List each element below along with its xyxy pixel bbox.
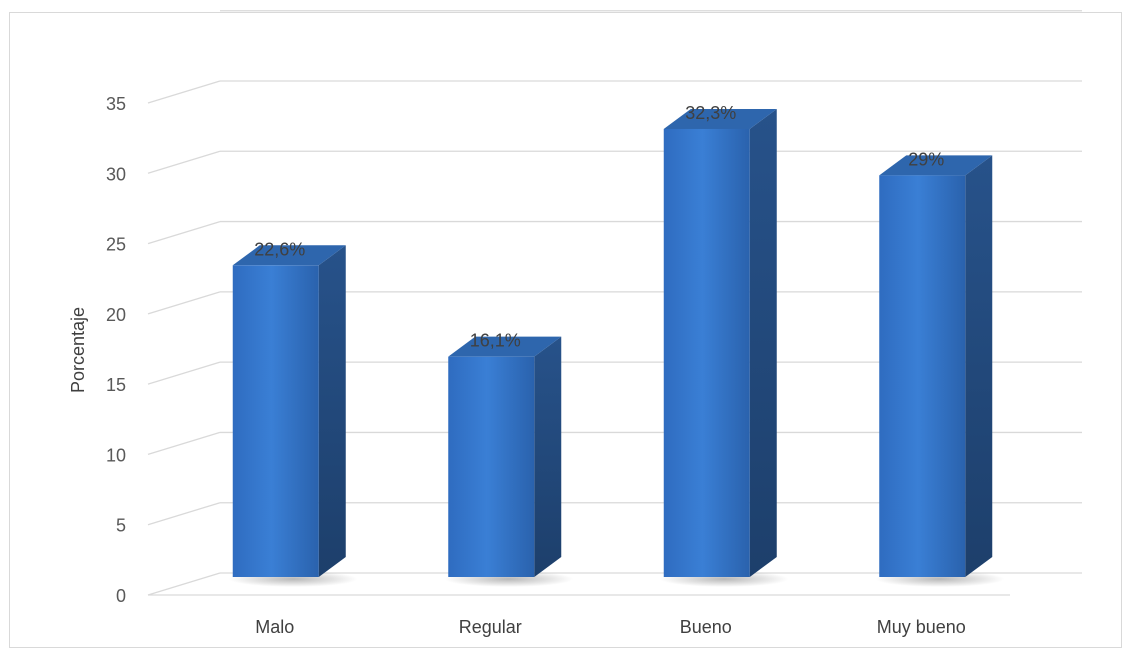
bar [663, 128, 750, 577]
data-label: 22,6% [254, 239, 305, 259]
bar [879, 175, 966, 578]
gridline-diagonal [147, 572, 221, 596]
gridline-diagonal [147, 220, 221, 245]
data-label: 16,1% [470, 331, 521, 351]
data-label: 32,3% [685, 103, 736, 123]
bar-side [749, 108, 777, 577]
gridline-diagonal [147, 291, 221, 315]
bar-top [663, 108, 777, 129]
y-tick-label: 30 [106, 164, 126, 184]
gridline-diagonal [147, 80, 221, 104]
bar-top [879, 155, 993, 176]
bar-side [318, 245, 346, 577]
bar-top [232, 245, 346, 266]
x-category-label: Muy bueno [877, 617, 966, 637]
bar [448, 356, 535, 577]
y-tick-label: 5 [116, 516, 126, 536]
gridline-diagonal [147, 361, 221, 385]
gridline-diagonal [147, 150, 221, 174]
y-tick-label: 15 [106, 375, 126, 395]
gridline-diagonal [147, 431, 221, 456]
y-tick-label: 35 [106, 94, 126, 114]
x-category-label: Malo [255, 617, 294, 637]
gridline-diagonal [147, 502, 221, 526]
y-tick-label: 25 [106, 235, 126, 255]
y-tick-label: 20 [106, 305, 126, 325]
bar [232, 265, 319, 577]
bar-side [965, 155, 993, 578]
bars [228, 108, 1005, 587]
y-tick-label: 10 [106, 445, 126, 465]
y-axis-ticks: 0 5 10 15 20 25 30 35 [106, 94, 126, 606]
y-tick-label: 0 [116, 586, 126, 606]
data-labels: 22,6% 16,1% 32,3% 29% [254, 103, 944, 351]
data-label: 29% [908, 149, 944, 169]
x-category-label: Bueno [680, 617, 732, 637]
x-category-label: Regular [459, 617, 522, 637]
bar-side [534, 336, 562, 577]
y-axis-title: Porcentaje [68, 307, 88, 393]
bar-top [448, 336, 562, 357]
x-axis-categories: Malo Regular Bueno Muy bueno [255, 617, 966, 637]
